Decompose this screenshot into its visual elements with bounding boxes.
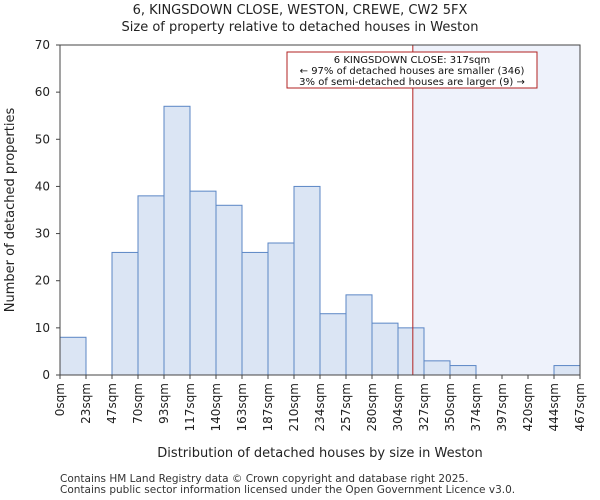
- histogram-bar-304sqm: [397, 327, 425, 376]
- histogram-bar-444sqm: [553, 365, 581, 376]
- x-tick-label: 210sqm: [287, 383, 301, 431]
- y-axis-label: Number of detached properties: [3, 108, 18, 313]
- y-tick-label: 40: [35, 179, 50, 193]
- x-tick-label: 47sqm: [105, 383, 119, 424]
- x-tick-label: 117sqm: [183, 383, 197, 431]
- x-tick-label: 187sqm: [261, 383, 275, 431]
- histogram-bar-350sqm: [449, 365, 477, 376]
- annotation-line-1: 6 KINGSDOWN CLOSE: 317sqm: [334, 55, 490, 66]
- histogram-bar-140sqm: [215, 204, 243, 376]
- x-tick-label: 350sqm: [443, 383, 457, 431]
- footer-line-1: Contains HM Land Registry data © Crown c…: [60, 473, 469, 485]
- larger-than-subject-shade: [412, 45, 580, 375]
- x-tick-label: 327sqm: [417, 383, 431, 431]
- chart-title: 6, KINGSDOWN CLOSE, WESTON, CREWE, CW2 5…: [132, 3, 468, 18]
- x-tick-label: 257sqm: [339, 383, 353, 431]
- histogram-bar-210sqm: [293, 185, 321, 376]
- x-tick-label: 70sqm: [131, 383, 145, 424]
- x-tick-label: 93sqm: [157, 383, 171, 424]
- x-tick-label: 304sqm: [391, 383, 405, 431]
- y-tick-label: 60: [35, 85, 50, 99]
- y-tick-label: 0: [42, 368, 50, 382]
- x-tick-label: 397sqm: [495, 383, 509, 431]
- histogram-bar-70sqm: [137, 195, 165, 376]
- footer-line-2: Contains public sector information licen…: [60, 484, 516, 496]
- histogram-bar-117sqm: [189, 190, 217, 376]
- y-tick-label: 10: [35, 321, 50, 335]
- histogram-bar-327sqm: [423, 360, 451, 376]
- x-tick-label: 23sqm: [79, 383, 93, 424]
- histogram-bar-163sqm: [241, 251, 269, 376]
- annotation-line-2: ← 97% of detached houses are smaller (34…: [300, 66, 525, 77]
- histogram-bar-187sqm: [267, 242, 295, 376]
- histogram-bar-93sqm: [163, 105, 191, 376]
- x-tick-label: 374sqm: [469, 383, 483, 431]
- histogram-bar-257sqm: [345, 294, 373, 376]
- y-tick-label: 70: [35, 38, 50, 52]
- x-tick-label: 163sqm: [235, 383, 249, 431]
- histogram-bar-0sqm: [59, 336, 87, 376]
- x-tick-label: 280sqm: [365, 383, 379, 431]
- y-tick-label: 30: [35, 227, 50, 241]
- x-tick-label: 420sqm: [521, 383, 535, 431]
- x-tick-label: 0sqm: [53, 383, 67, 416]
- annotation-line-3: 3% of semi-detached houses are larger (9…: [299, 77, 525, 88]
- annotation-box: 6 KINGSDOWN CLOSE: 317sqm ← 97% of detac…: [286, 51, 538, 89]
- histogram-bar-280sqm: [371, 322, 399, 376]
- x-tick-label: 467sqm: [573, 383, 587, 431]
- x-axis-label: Distribution of detached houses by size …: [157, 446, 482, 461]
- chart-subtitle: Size of property relative to detached ho…: [121, 20, 479, 35]
- x-tick-label: 234sqm: [313, 383, 327, 431]
- y-tick-label: 20: [35, 274, 50, 288]
- histogram-bar-47sqm: [111, 251, 139, 376]
- x-tick-label: 444sqm: [547, 383, 561, 431]
- histogram-bar-234sqm: [319, 313, 347, 376]
- x-tick-label: 140sqm: [209, 383, 223, 431]
- y-tick-label: 50: [35, 132, 50, 146]
